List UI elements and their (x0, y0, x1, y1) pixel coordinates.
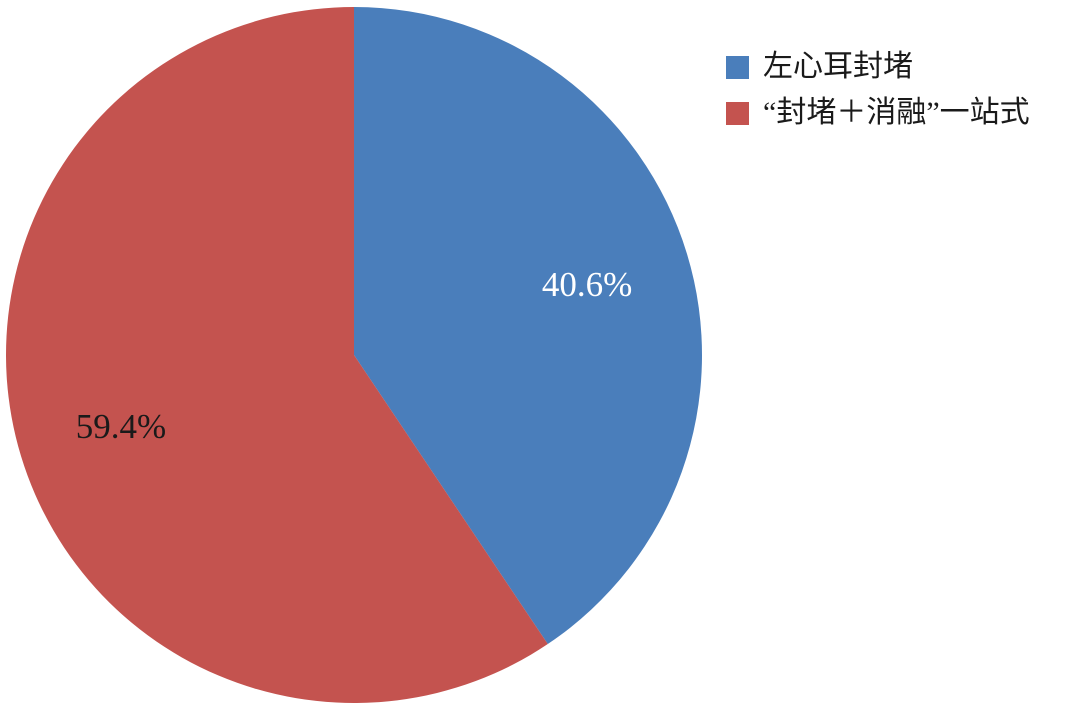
legend-label: 左心耳封堵 (763, 50, 913, 83)
legend-item: 左心耳封堵 (726, 52, 1030, 82)
slice-label: 59.4% (76, 407, 166, 446)
pie-slice (6, 7, 548, 703)
legend-label: “封堵＋消融”一站式 (763, 96, 1030, 129)
legend-swatch-icon (726, 101, 749, 125)
legend-swatch-icon (726, 55, 749, 79)
legend: 左心耳封堵 “封堵＋消融”一站式 (726, 52, 1030, 128)
legend-item: “封堵＋消融”一站式 (726, 98, 1030, 128)
pie-chart: 40.6% 59.4% (6, 7, 703, 703)
slice-label: 40.6% (542, 265, 632, 304)
pie-slice (354, 7, 703, 645)
